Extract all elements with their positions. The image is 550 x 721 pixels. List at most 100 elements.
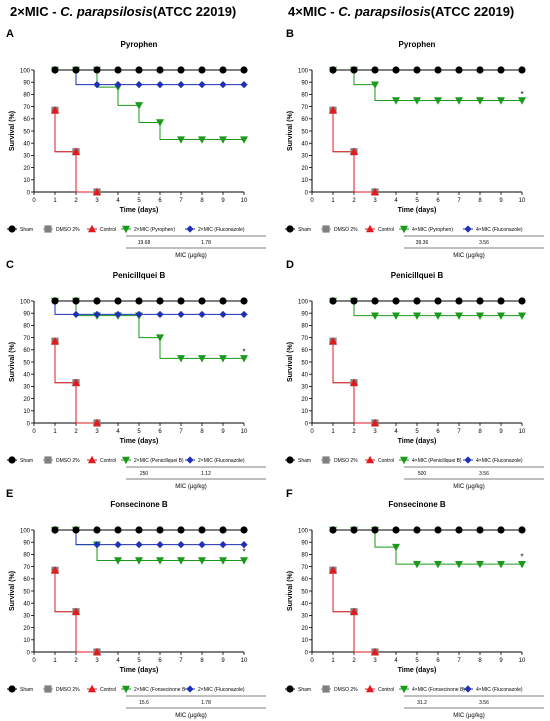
data-point (135, 102, 143, 110)
data-point (413, 66, 421, 74)
mic-value: 19.68 (138, 240, 151, 246)
legend-label: DMSO 2% (334, 687, 358, 693)
significance-mark: * (242, 348, 245, 357)
x-tick-label: 3 (373, 429, 377, 435)
data-point (51, 526, 59, 534)
data-point (413, 312, 421, 320)
legend-marker (286, 685, 294, 693)
y-tick-label: 20 (23, 166, 30, 172)
data-point (135, 297, 143, 305)
x-tick-label: 10 (241, 658, 248, 664)
legend-item: Control (365, 684, 394, 693)
data-point (392, 297, 400, 305)
legend-item: Control (87, 455, 116, 464)
x-tick-label: 10 (241, 429, 248, 435)
data-point (219, 66, 227, 74)
data-point (518, 526, 526, 534)
chart-title: Pyrophen (399, 40, 436, 49)
legend-marker (88, 684, 96, 693)
data-point (198, 541, 206, 549)
legend-marker (44, 685, 52, 693)
x-tick-label: 1 (53, 198, 57, 204)
data-point (114, 297, 122, 305)
legend-label: DMSO 2% (56, 227, 80, 233)
x-tick-label: 9 (221, 198, 225, 204)
x-tick-label: 3 (95, 429, 99, 435)
y-axis-label: Survival (%) (9, 111, 16, 151)
chart-panel-f: F Fonsecinone B 0 10 20 30 40 50 60 70 80 90 100 0 1 2 3… (285, 488, 544, 719)
data-point (219, 355, 227, 363)
data-point (219, 136, 227, 144)
x-tick-label: 2 (74, 658, 78, 664)
legend-label: Control (100, 227, 116, 233)
legend-item: Control (87, 684, 116, 693)
x-tick-label: 7 (457, 198, 461, 204)
legend-marker (366, 684, 374, 693)
y-tick-label: 0 (27, 421, 31, 427)
y-tick-label: 20 (23, 626, 30, 632)
x-tick-label: 9 (499, 198, 503, 204)
data-point (455, 312, 463, 320)
data-point (51, 566, 59, 574)
data-point (350, 66, 358, 74)
y-tick-label: 20 (23, 397, 30, 403)
column-title-right: 4×MIC - C. parapsilosis(ATCC 22019) (288, 4, 514, 19)
data-point (371, 81, 379, 89)
x-tick-label: 5 (137, 429, 141, 435)
mic-value: 1.12 (201, 471, 211, 477)
chart-title: Pyrophen (121, 40, 158, 49)
x-tick-label: 1 (331, 198, 335, 204)
data-point (156, 297, 164, 305)
y-tick-label: 70 (23, 105, 30, 111)
mic-value: 3.56 (479, 700, 489, 706)
data-point (219, 297, 227, 305)
data-point (476, 312, 484, 320)
legend-label: 4×MIC (Fluconazole) (476, 687, 523, 693)
data-point (518, 297, 526, 305)
data-point (177, 81, 185, 89)
legend-label: DMSO 2% (334, 458, 358, 464)
data-point (198, 297, 206, 305)
legend-item: 4×MIC (Fluconazole) (463, 225, 523, 233)
panel-label: E (6, 488, 13, 500)
y-tick-label: 30 (23, 154, 30, 160)
data-point (114, 310, 122, 319)
data-point (240, 81, 248, 89)
data-point (156, 119, 164, 127)
legend-label: 4×MIC (Fluconazole) (476, 227, 523, 233)
data-point (114, 526, 122, 534)
mic-label: MIC (µg/kg) (453, 253, 484, 259)
y-tick-label: 70 (301, 565, 308, 571)
y-tick-label: 90 (23, 541, 30, 547)
data-point (198, 136, 206, 144)
data-point (240, 66, 248, 74)
x-tick-label: 5 (137, 198, 141, 204)
y-tick-label: 100 (298, 528, 309, 534)
y-tick-label: 40 (23, 602, 30, 608)
y-tick-label: 80 (301, 553, 308, 559)
y-tick-label: 80 (23, 553, 30, 559)
y-tick-label: 60 (23, 348, 30, 354)
legend-label: 4×MIC (Pyrophen) (412, 227, 453, 233)
data-point (51, 297, 59, 305)
x-tick-label: 0 (310, 429, 314, 435)
column-title-right-prefix: 4×MIC - (288, 4, 339, 19)
legend-label: Control (100, 687, 116, 693)
data-point (135, 81, 143, 89)
data-point (156, 557, 164, 565)
series-line (55, 69, 244, 141)
x-axis-label: Time (days) (398, 207, 437, 214)
legend-item: 2×MIC (Fluconazole) (185, 685, 245, 693)
y-tick-label: 30 (301, 154, 308, 160)
legend-marker (122, 456, 130, 465)
data-point (114, 81, 122, 89)
series-line (54, 301, 244, 315)
data-point (114, 541, 122, 549)
legend-item: Sham (285, 456, 311, 464)
data-point (518, 312, 526, 320)
data-point (72, 66, 80, 74)
legend-item: DMSO 2% (321, 456, 358, 464)
legend-item: 2×MIC (Fonsecinone B (121, 685, 186, 694)
mic-value: 1.78 (201, 240, 211, 246)
legend-label: Control (100, 458, 116, 464)
